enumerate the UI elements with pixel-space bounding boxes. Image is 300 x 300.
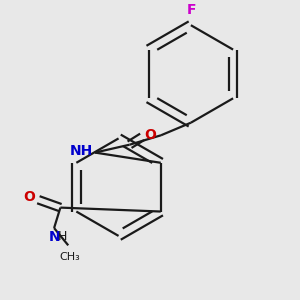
Text: N: N [49,230,61,244]
Text: F: F [186,3,196,17]
Text: H: H [58,230,68,243]
Text: CH₃: CH₃ [59,252,80,262]
Text: O: O [24,190,35,204]
Text: O: O [144,128,156,142]
Text: NH: NH [70,144,93,158]
